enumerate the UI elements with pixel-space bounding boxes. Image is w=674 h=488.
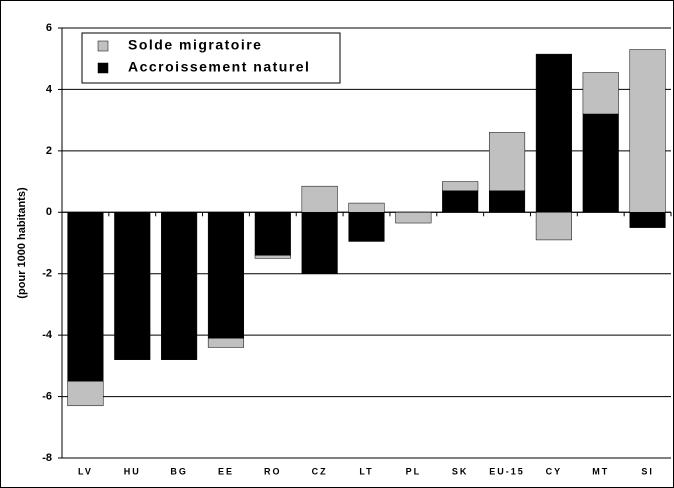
x-tick-label: LV [78,466,93,476]
y-tick-label: -6 [42,390,52,402]
legend-label: Solde migratoire [128,37,262,53]
bar-segment [254,212,291,256]
bar-segment [535,53,572,213]
x-tick-label: LT [359,466,373,476]
bar-segment [67,380,104,407]
x-tick-label: HU [124,466,141,476]
y-tick-label: 2 [46,145,52,157]
x-tick-label: RO [264,466,282,476]
x-tick-label: SI [641,466,654,476]
bar-segment [67,212,104,382]
bar-segment [114,212,151,360]
legend-swatch [97,40,109,52]
x-tick-label: EU-15 [489,466,525,476]
bar-segment [629,49,666,213]
bar-segment [488,132,526,192]
x-tick-label: CZ [312,466,328,476]
y-tick-label: 4 [46,83,53,95]
legend-label: Accroissement naturel [128,59,310,75]
bar-segment [582,72,619,115]
bar-segment [395,212,432,224]
bar-segment [442,190,479,213]
bar-segment [301,212,338,274]
x-tick-label: CY [546,466,563,476]
bar-segment [348,202,385,213]
bar-segment [488,190,526,213]
y-tick-label: 6 [46,22,52,34]
legend-swatch [97,62,109,74]
y-tick-label: -4 [42,329,53,341]
x-tick-label: BG [170,466,188,476]
x-tick-label: EE [218,466,234,476]
x-tick-label: PL [406,466,422,476]
y-tick-label: -8 [42,452,52,464]
bar-segment [348,212,385,242]
bar-segment [161,212,198,360]
bar-segment [582,113,619,213]
y-tick-label: -2 [42,268,52,280]
bar-segment [629,212,666,228]
bar-segment [301,185,338,213]
bar-segment [535,212,572,241]
bar-segment [207,212,245,339]
bar-segment [442,181,479,192]
y-tick-label: 0 [46,206,52,218]
legend-box [81,32,341,84]
x-tick-label: MT [592,466,609,476]
bar-segment [207,337,245,348]
bar-segment [254,255,291,259]
x-tick-label: SK [452,466,469,476]
y-axis-label: (pour 1000 habitants) [16,187,28,299]
